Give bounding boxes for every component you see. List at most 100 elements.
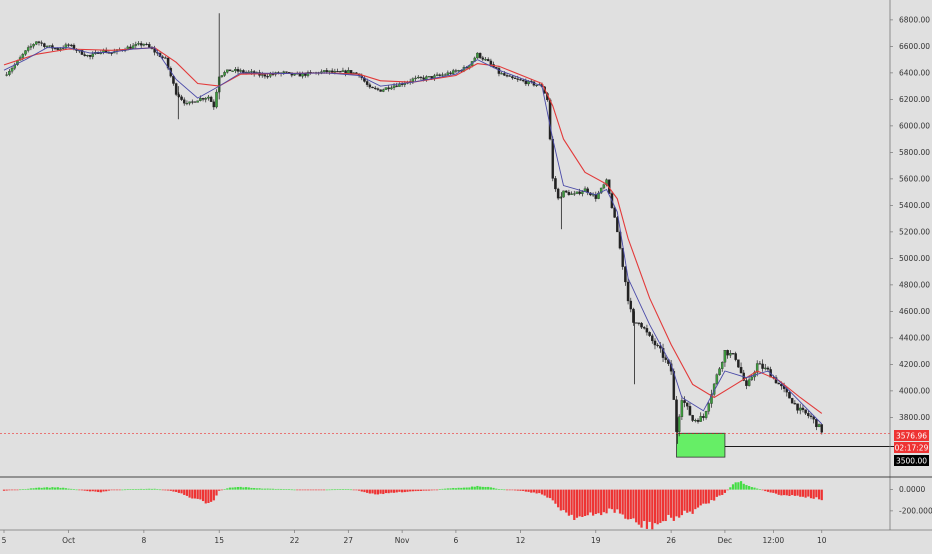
candle-body: [330, 70, 334, 73]
histogram-bar: [446, 488, 449, 490]
candle-body: [325, 70, 329, 73]
candle-body: [788, 392, 791, 399]
histogram-bar: [317, 489, 320, 491]
histogram-bar: [785, 489, 788, 496]
histogram-bar: [234, 487, 237, 490]
candle-body: [212, 101, 216, 108]
histogram-bar: [196, 489, 199, 499]
candle-body: [333, 71, 337, 73]
candle-body: [231, 70, 234, 72]
histogram-bar: [282, 489, 285, 490]
time-axis-label: 6: [454, 536, 459, 545]
candle-body: [29, 45, 33, 48]
histogram-bar: [226, 488, 229, 490]
candle-body: [535, 84, 538, 87]
last-price-tag: 3576.96: [896, 432, 927, 441]
histogram-bar: [32, 488, 35, 490]
histogram-bar: [247, 487, 250, 490]
oscillator-axis-labels: 0.0000 -200.0000: [890, 485, 932, 515]
histogram-bar: [489, 487, 492, 490]
time-axis-label: 12:00: [763, 536, 785, 545]
price-axis-label: 4800.00: [899, 280, 930, 289]
candle-body: [263, 74, 267, 77]
candle-body: [266, 76, 269, 78]
histogram-bar: [621, 489, 624, 515]
candle-body: [704, 411, 708, 418]
histogram-bar: [137, 488, 140, 490]
histogram-bar: [215, 489, 218, 496]
candle-body: [220, 75, 224, 78]
histogram-bar: [664, 489, 667, 522]
histogram-bar: [497, 489, 501, 490]
candle-body: [419, 76, 423, 79]
histogram-bar: [228, 487, 232, 490]
histogram-bar: [401, 489, 404, 493]
level-tag-bg: [894, 455, 929, 466]
candle-body: [250, 71, 253, 73]
candle-body: [559, 196, 563, 199]
histogram-bar: [398, 489, 401, 492]
candle-body: [260, 74, 264, 76]
histogram-bar: [551, 489, 554, 501]
histogram-bar: [540, 489, 544, 495]
histogram-bar: [279, 488, 283, 490]
histogram-bar: [567, 489, 570, 516]
candle-body: [193, 101, 197, 103]
histogram-bar: [570, 489, 573, 515]
histogram-bar: [56, 487, 59, 490]
histogram-bar: [444, 488, 447, 490]
candle-body: [599, 187, 603, 194]
histogram-bar: [758, 489, 761, 490]
histogram-bar: [780, 489, 783, 496]
histogram-bar: [532, 489, 536, 493]
candlestick-series: [5, 13, 824, 444]
candle-body: [411, 78, 415, 82]
histogram-bar: [78, 489, 81, 491]
histogram-bar: [807, 489, 810, 497]
histogram-bar: [516, 489, 519, 491]
histogram-bar: [452, 487, 455, 490]
histogram-bar: [357, 489, 361, 491]
histogram-bar: [94, 489, 97, 492]
histogram-bar: [16, 489, 19, 491]
candle-body: [174, 83, 178, 95]
candle-body: [702, 416, 705, 418]
candle-body: [688, 406, 692, 416]
histogram-bar: [183, 489, 186, 495]
histogram-bar: [43, 487, 46, 490]
histogram-bar: [783, 489, 786, 496]
histogram-bar: [479, 486, 482, 490]
oscillator-histogram: [2, 481, 823, 530]
price-tags: 3576.96 02:17:29 3500.00: [894, 430, 929, 466]
candle-body: [191, 101, 194, 103]
histogram-bar: [161, 489, 164, 491]
candle-body: [817, 424, 821, 428]
histogram-bar: [121, 489, 124, 491]
candle-body: [651, 335, 654, 342]
histogram-bar: [409, 489, 412, 492]
histogram-bar: [618, 489, 622, 514]
histogram-bar: [379, 489, 382, 494]
candle-body: [815, 419, 818, 428]
histogram-bar: [769, 489, 772, 493]
histogram-bar: [809, 489, 813, 499]
time-axis-label: Nov: [395, 536, 410, 545]
price-axis-label: 5200.00: [899, 227, 930, 236]
histogram-bar: [8, 489, 11, 491]
histogram-bar: [27, 488, 30, 490]
histogram-bar: [721, 489, 724, 495]
histogram-bar: [422, 489, 425, 491]
histogram-bar: [164, 489, 167, 491]
histogram-bar: [462, 487, 466, 490]
candle-body: [301, 73, 304, 77]
oscillator-axis-label: -200.0000: [899, 506, 932, 515]
candle-body: [40, 42, 43, 44]
price-axis-labels: 6800.00 6600.00 6400.00 6200.00 6000.00 5800.…: [890, 15, 930, 422]
price-axis-label: 4200.00: [899, 360, 930, 369]
histogram-bar: [583, 489, 587, 516]
histogram-bar: [672, 489, 675, 521]
histogram-bar: [492, 487, 495, 490]
histogram-bar: [169, 489, 172, 491]
